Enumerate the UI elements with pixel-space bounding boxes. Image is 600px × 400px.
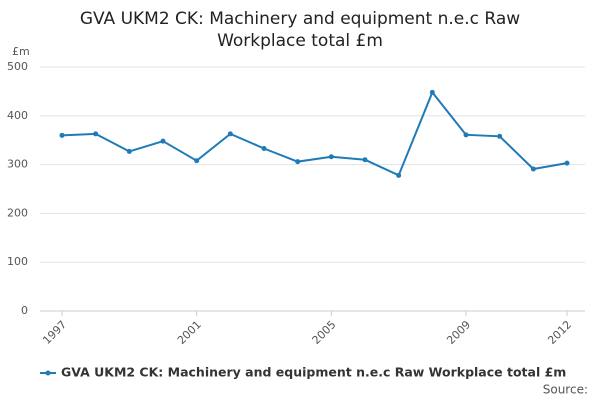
data-point (160, 138, 166, 144)
legend-label: GVA UKM2 CK: Machinery and equipment n.e… (61, 365, 566, 380)
x-tick-label: 2009 (444, 318, 473, 347)
series-line (61, 90, 568, 177)
data-point (261, 145, 267, 151)
y-tick-label: 0 (21, 304, 28, 317)
x-tick-label: 2012 (545, 318, 574, 347)
source: Source: (543, 383, 588, 397)
chart-title: GVA UKM2 CK: Machinery and equipment n.e… (79, 9, 521, 51)
x-tick-label: 2005 (310, 318, 339, 347)
data-point (396, 172, 402, 178)
data-point (463, 132, 469, 138)
y-tick-label: 300 (7, 158, 28, 171)
y-tick-label: 500 (7, 60, 28, 73)
data-point (126, 148, 132, 154)
y-tick-label: 100 (7, 255, 28, 268)
x-tick-label: 2001 (175, 318, 204, 347)
data-point (59, 132, 65, 138)
x-tick-label: 1997 (40, 318, 69, 347)
data-point (530, 166, 536, 172)
y-tick-label: 200 (7, 206, 28, 219)
y-tick-label: 400 (7, 109, 28, 122)
data-point (194, 158, 200, 164)
data-point (564, 160, 570, 166)
data-point (295, 159, 301, 165)
y-unit: £m (12, 45, 30, 58)
data-point (362, 157, 368, 163)
data-point (328, 154, 334, 160)
data-point (429, 89, 435, 95)
data-point (93, 131, 99, 137)
data-point (497, 133, 503, 139)
legend-marker (45, 370, 51, 376)
data-point (227, 131, 233, 137)
